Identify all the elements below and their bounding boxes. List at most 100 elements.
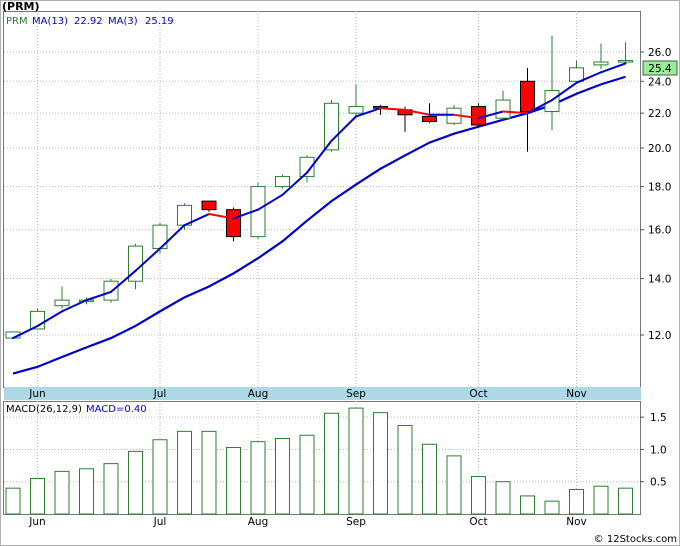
macd-bar: [569, 488, 584, 515]
macd-bar: [275, 437, 290, 515]
ma-short-segment: [453, 113, 480, 120]
legend-ma-long-label: MA(13): [32, 16, 68, 27]
ma-short-segment: [12, 324, 39, 340]
macd-bar: [373, 412, 388, 515]
ma-short-segment: [208, 213, 235, 220]
macd-y-tick-label: 1.5: [650, 412, 667, 424]
price-x-tick-label: Jul: [153, 388, 167, 400]
price-y-tick-label: 14.0: [648, 274, 671, 286]
macd-bar: [79, 468, 94, 515]
macd-value-label: MACD=0.40: [86, 404, 147, 415]
legend-symbol: PRM: [6, 16, 28, 27]
chart-title: (PRM): [2, 0, 40, 13]
last-price-badge: [642, 60, 678, 76]
ma-short-segment: [36, 310, 63, 327]
price-x-tick-label: Oct: [469, 388, 487, 400]
last-price-label: 25.4: [648, 63, 672, 75]
macd-bar: [226, 446, 241, 515]
macd-bar: [495, 481, 511, 515]
ma-short-segment: [110, 269, 137, 293]
macd-bar: [201, 430, 217, 515]
price-grid: [4, 11, 640, 387]
macd-bar: [250, 441, 266, 515]
price-y-tick-labels: 12.0 14.0 16.0 18.0 20.0 22.0 24.0 26.0: [640, 47, 671, 342]
ma-short-segment: [232, 208, 259, 220]
ma-short-segment: [502, 110, 529, 115]
candle-body: [299, 156, 315, 178]
macd-plot-border: [3, 401, 641, 515]
ma-short-segment: [526, 99, 553, 115]
macd-bar: [54, 470, 70, 515]
macd-x-tick-label: Jul: [153, 516, 167, 528]
price-x-tick-label: Jun: [28, 388, 45, 400]
ma-short-segment: [330, 115, 357, 142]
macd-y-tick-label: 1.0: [650, 444, 667, 456]
price-y-tick-label: 12.0: [648, 330, 671, 342]
candle-body: [618, 60, 633, 63]
macd-x-tick-label: Aug: [248, 516, 269, 528]
ma-short-segment: [600, 62, 627, 74]
macd-bar: [5, 487, 21, 515]
macd-x-tick-label: Sep: [346, 516, 366, 528]
candles: [5, 35, 633, 339]
candle-body: [593, 61, 609, 66]
macd-bar: [593, 485, 609, 515]
price-y-tick-label: 24.0: [648, 76, 671, 88]
macd-bar: [544, 500, 560, 515]
macd-y-tick-label: 0.5: [650, 477, 667, 489]
ma-short-segment: [551, 81, 578, 102]
macd-bar: [471, 476, 486, 515]
price-panel: Jun Jul Aug Sep Oct Nov 12.0 14.0 16.0 18.0 20.0 2…: [2, 0, 678, 400]
ma-long-path: [12, 75, 626, 375]
legend-ma-long-value: 22.92: [74, 16, 103, 27]
macd-x-tick-label: Oct: [469, 516, 487, 528]
macd-bar: [422, 443, 437, 515]
price-x-tick-label: Aug: [248, 388, 269, 400]
candle-body: [348, 106, 364, 114]
ma-short-segment: [477, 110, 504, 120]
ma-short-segment: [257, 193, 284, 211]
candle-body: [275, 176, 290, 188]
price-y-tick-label: 20.0: [648, 143, 671, 155]
candle-body: [569, 67, 584, 82]
ma-short-segment: [85, 290, 112, 302]
ma-short-line: [12, 62, 627, 340]
price-x-tick-label: Nov: [566, 388, 587, 400]
candle-body: [422, 115, 437, 123]
candle-body: [226, 209, 241, 238]
price-axis-band: [4, 387, 641, 400]
price-y-tick-label: 22.0: [648, 108, 671, 120]
macd-bar: [446, 455, 462, 515]
macd-bar: [397, 425, 413, 515]
macd-x-tick-label: Jun: [28, 516, 45, 528]
macd-bar: [348, 407, 364, 515]
ma-short-segment: [575, 71, 602, 84]
candle-body: [471, 106, 486, 126]
macd-bar: [324, 412, 339, 515]
ma-short-segment: [355, 107, 382, 118]
price-y-tick-label: 18.0: [648, 182, 671, 194]
macd-bar: [299, 434, 315, 515]
candle-body: [495, 99, 511, 119]
legend-ma-short-value: 25.19: [145, 16, 174, 27]
macd-y-tick-labels: 0.5 1.0 1.5: [640, 412, 667, 489]
ma-short-segment: [281, 171, 308, 196]
macd-bar: [177, 430, 192, 515]
macd-title: MACD(26,12,9): [6, 404, 82, 415]
watermark: © 12Stocks.com: [594, 534, 677, 545]
ma-short-segment: [379, 107, 406, 111]
ma-short-segment: [404, 108, 431, 116]
price-x-tick-labels: Jun Jul Aug Sep Oct Nov: [28, 388, 586, 400]
candle-body: [520, 80, 535, 112]
candle-body: [324, 102, 339, 151]
price-plot-border: [3, 11, 641, 388]
macd-x-tick-labels: Jun Jul Aug Sep Oct Nov: [28, 516, 586, 528]
ma-short-segment: [159, 224, 186, 250]
ma-long-line: [12, 75, 626, 375]
ma-short-segment: [306, 139, 333, 174]
legend-ma-short-label: MA(3): [108, 16, 138, 27]
macd-bar: [30, 477, 45, 515]
candle-body: [54, 299, 70, 307]
macd-panel: Jun Jul Aug Sep Oct Nov 0.5 1.0 1.5 MACD(26,12,…: [3, 401, 667, 528]
macd-bars: [5, 407, 633, 515]
